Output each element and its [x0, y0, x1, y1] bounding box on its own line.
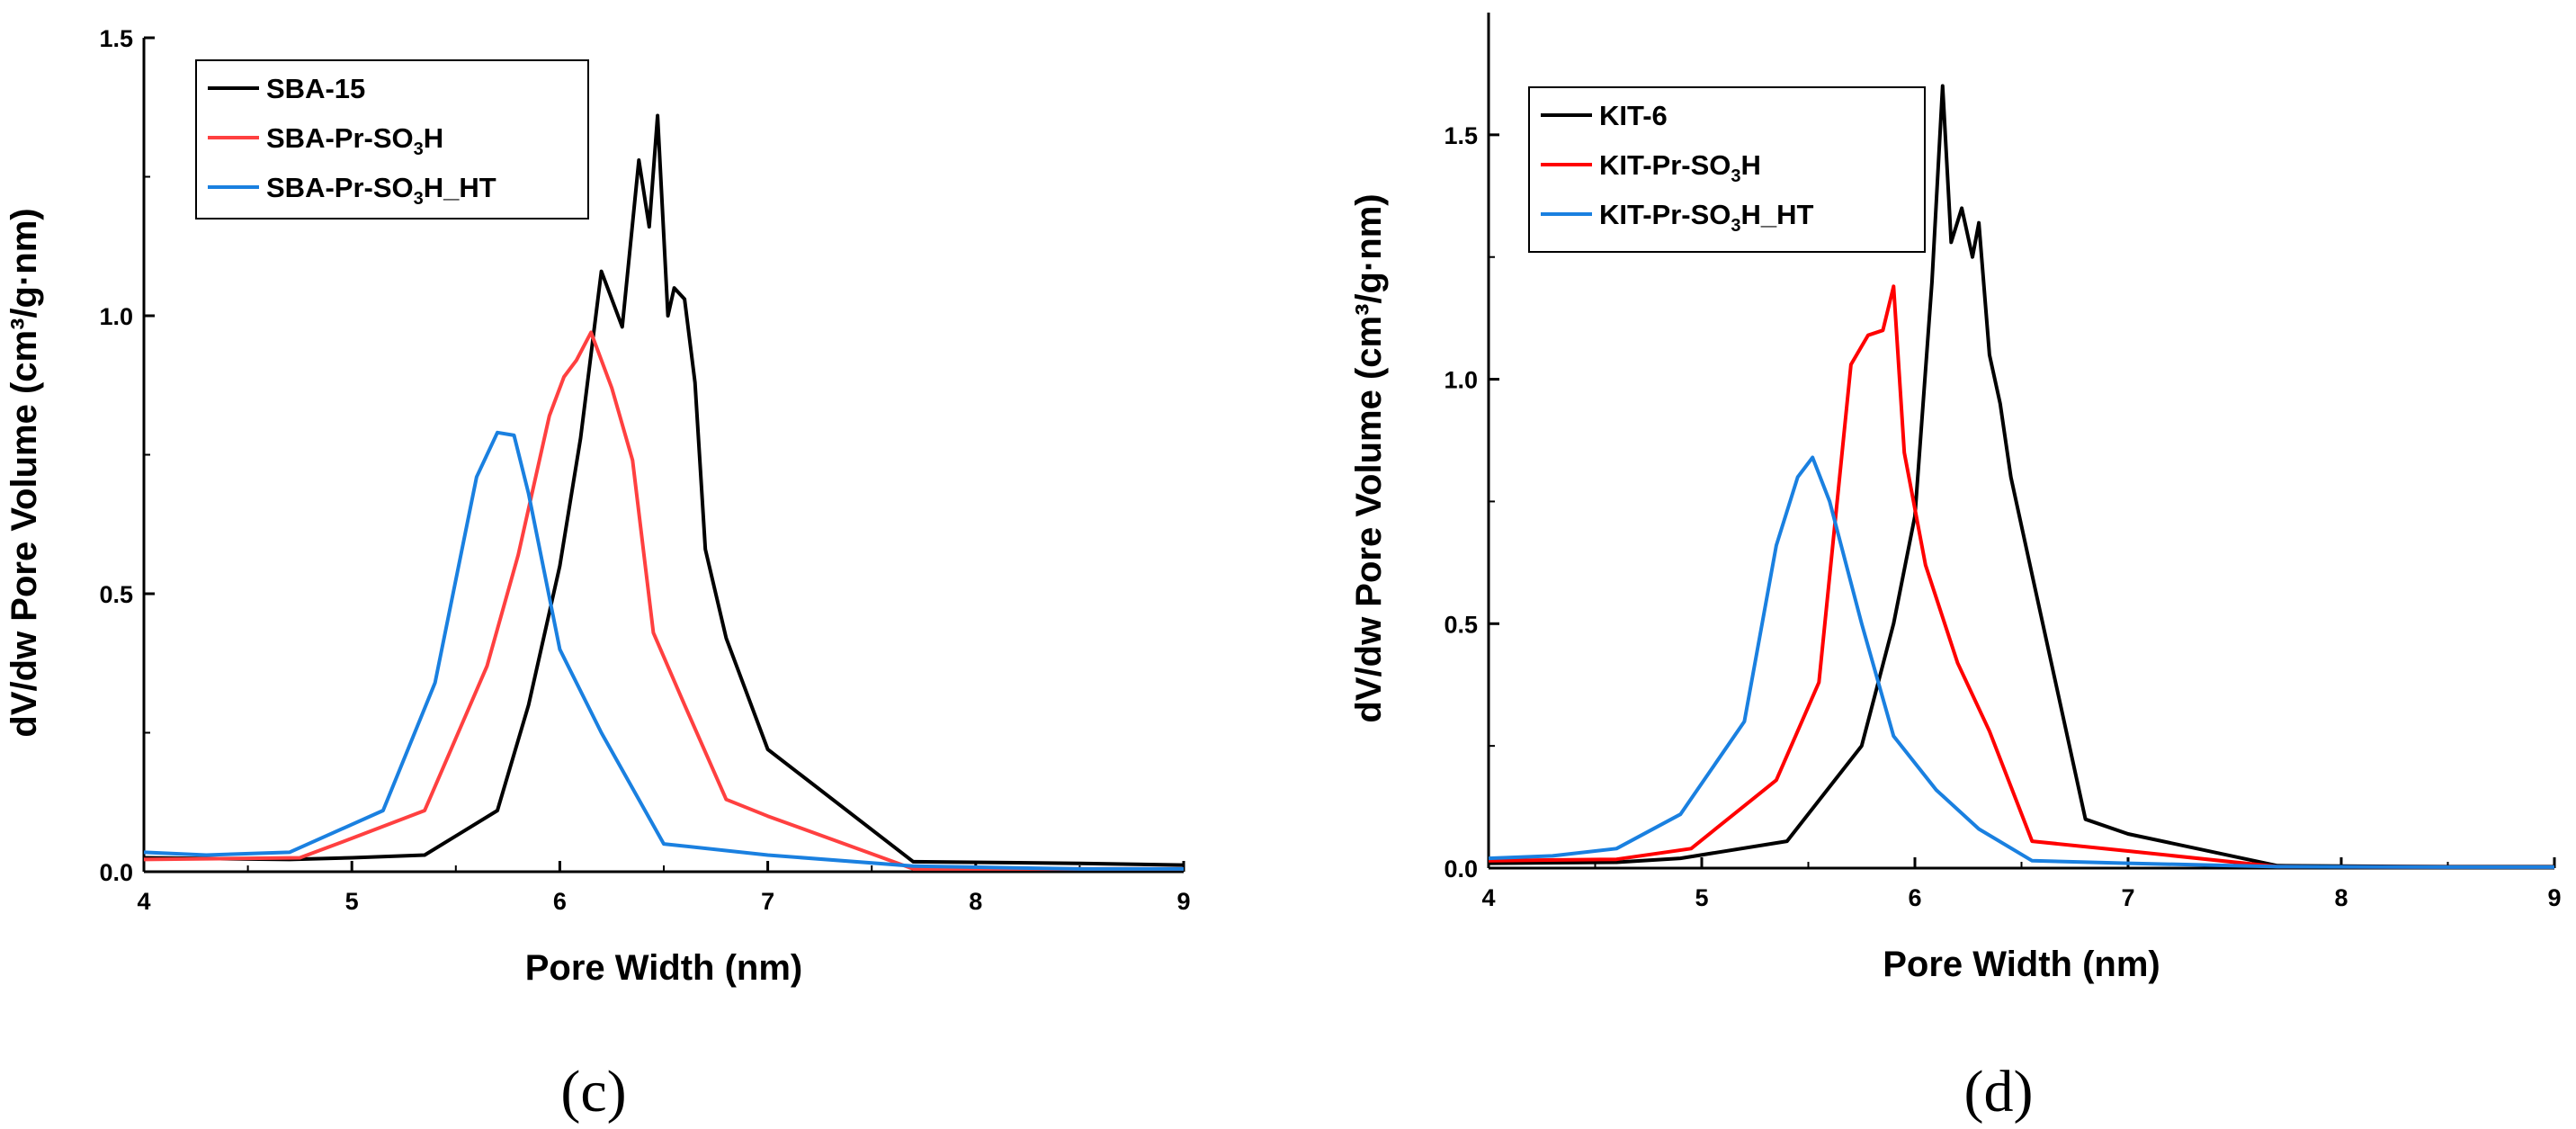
y-tick-label: 0.0 — [99, 859, 133, 886]
x-tick-label: 5 — [1695, 884, 1708, 911]
y-tick-label: 0.0 — [1444, 856, 1478, 883]
x-axis-label: Pore Width (nm) — [1883, 945, 2160, 984]
chart-panel-d: 4 5 6 7 8 9 0.0 0.5 1.0 1.5 KIT-6 KIT-Pr-SO3H KIT-Pr… — [1349, 13, 2562, 1125]
series-line-kit-pr-so3h_ht — [1488, 455, 2554, 869]
y-tick-label: 1.0 — [1444, 367, 1478, 394]
y-tick-label: 1.0 — [99, 303, 133, 330]
y-tick-label: 1.5 — [1444, 122, 1478, 149]
legend-label: KIT-6 — [1599, 100, 1668, 131]
legend-label: SBA-Pr-SO3H — [266, 122, 443, 159]
legend-label: SBA-Pr-SO3H_HT — [266, 172, 496, 209]
x-tick-label: 7 — [2121, 884, 2134, 911]
y-axis-label: dV/dw Pore Volume (cm³/g·nm) — [1349, 193, 1389, 722]
series-line-sba-15 — [143, 113, 1185, 867]
chart-panel-c: 4 5 6 7 8 9 0.0 0.5 1.0 1.5 SBA-15 SBA-Pr-SO3H SBA-P… — [4, 25, 1191, 1125]
series-line-sba-pr-so3h_ht — [143, 430, 1184, 871]
legend-label: SBA-15 — [266, 73, 365, 104]
y-tick-label: 1.5 — [99, 25, 133, 52]
panel-tag: (c) — [560, 1059, 626, 1125]
x-tick-label: 4 — [137, 888, 150, 915]
y-tick-label: 0.5 — [1444, 611, 1478, 638]
legend-label: KIT-Pr-SO3H_HT — [1599, 199, 1814, 236]
x-tick-label: 8 — [969, 888, 982, 915]
panel-tag: (d) — [1964, 1059, 2034, 1125]
legend-box — [1528, 86, 1926, 253]
y-axis-label: dV/dw Pore Volume (cm³/g·nm) — [4, 208, 44, 737]
x-tick-label: 9 — [2547, 884, 2561, 911]
x-tick-label: 6 — [553, 888, 567, 915]
legend-box — [195, 59, 589, 220]
y-tick-label: 0.5 — [99, 581, 133, 608]
x-tick-label: 8 — [2334, 884, 2348, 911]
series-line-kit-6 — [1488, 84, 2554, 869]
series-line-kit-pr-so3h — [1488, 284, 2554, 869]
x-tick-label: 6 — [1908, 884, 1921, 911]
legend-label: KIT-Pr-SO3H — [1599, 149, 1761, 186]
x-tick-label: 5 — [345, 888, 359, 915]
x-tick-label: 4 — [1481, 884, 1495, 911]
x-axis-label: Pore Width (nm) — [525, 948, 803, 988]
series-line-sba-pr-so3h — [143, 330, 1184, 871]
x-tick-label: 7 — [761, 888, 774, 915]
x-tick-label: 9 — [1176, 888, 1190, 915]
